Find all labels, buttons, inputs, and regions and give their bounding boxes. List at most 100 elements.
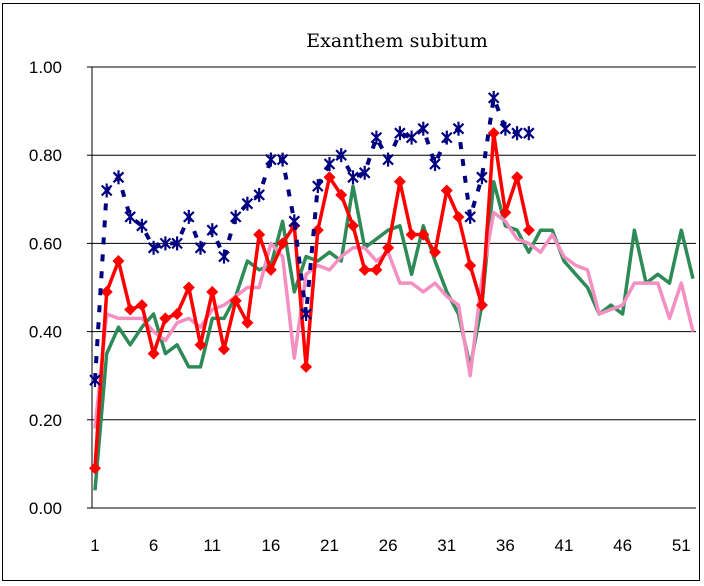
data-point	[335, 148, 347, 163]
data-point	[147, 240, 160, 255]
data-point	[499, 121, 512, 136]
data-point	[347, 170, 359, 185]
grid-lines	[92, 66, 696, 421]
x-tick-labels: 1 6 11 16 21 26 31 36 41 46 51	[90, 536, 690, 555]
data-point	[300, 360, 313, 373]
data-point	[229, 294, 242, 307]
y-tick-label: 0.80	[29, 146, 62, 165]
data-point	[147, 347, 160, 360]
data-point	[229, 209, 242, 224]
data-point	[429, 157, 441, 171]
data-point	[206, 223, 219, 238]
x-tick-label: 36	[496, 536, 515, 555]
data-point	[323, 157, 336, 171]
series-1	[89, 127, 535, 475]
x-tick-label: 11	[203, 536, 221, 555]
data-point	[475, 299, 488, 312]
data-point	[264, 263, 277, 276]
x-tick-label: 51	[672, 536, 691, 555]
data-point	[452, 121, 465, 136]
data-point	[523, 126, 535, 141]
data-point	[370, 130, 383, 145]
data-point	[440, 184, 453, 197]
data-point	[405, 130, 418, 145]
data-point	[417, 228, 430, 241]
data-point	[159, 236, 172, 251]
data-point	[112, 255, 125, 268]
data-point	[124, 209, 136, 224]
chart-title: Exanthem subitum	[306, 30, 487, 52]
data-point	[394, 126, 406, 141]
series-0	[89, 90, 535, 388]
data-point	[288, 214, 301, 229]
data-point	[323, 171, 336, 184]
data-point	[100, 285, 113, 298]
data-point	[487, 127, 500, 140]
data-point	[182, 281, 195, 294]
data-point	[370, 263, 383, 276]
data-point	[171, 307, 184, 320]
data-point	[522, 224, 535, 237]
data-point	[241, 196, 254, 211]
series-2	[93, 179, 695, 491]
x-tick-label: 46	[613, 536, 632, 555]
data-point	[405, 228, 418, 241]
y-tick-labels: 0.00 0.20 0.40 0.60 0.80 1.00	[29, 58, 62, 518]
data-point	[417, 121, 430, 136]
data-point	[194, 240, 207, 255]
data-point	[464, 259, 477, 272]
x-tick-label: 21	[320, 536, 339, 555]
data-point	[358, 263, 371, 276]
series-3	[93, 210, 695, 429]
data-point	[100, 183, 113, 198]
x-tick-label: 6	[149, 536, 158, 555]
data-point	[89, 373, 101, 388]
x-tick-label: 1	[90, 536, 99, 555]
data-point	[217, 343, 230, 356]
data-point	[112, 170, 125, 185]
x-tick-label: 41	[555, 536, 574, 555]
data-point	[476, 170, 488, 185]
data-point	[382, 152, 394, 167]
data-point	[135, 299, 148, 312]
data-point	[393, 175, 406, 188]
x-tick-label: 16	[261, 536, 280, 555]
data-point	[89, 462, 101, 475]
series-line	[93, 179, 695, 491]
series-line	[93, 210, 695, 429]
data-point	[511, 126, 523, 141]
data-point	[487, 90, 500, 105]
data-point	[183, 209, 195, 224]
x-tick-label: 31	[437, 536, 456, 555]
series-group	[89, 90, 695, 491]
data-point	[276, 152, 289, 167]
y-tick-label: 1.00	[29, 58, 62, 77]
data-point	[441, 130, 453, 145]
data-point	[276, 237, 289, 250]
data-point	[265, 152, 277, 167]
data-point	[300, 307, 312, 321]
data-point	[382, 241, 395, 254]
axes	[87, 66, 696, 509]
data-point	[464, 209, 476, 224]
x-tick-label: 26	[379, 536, 398, 555]
data-point	[159, 312, 172, 325]
data-point	[253, 228, 266, 241]
y-tick-label: 0.60	[29, 234, 62, 253]
data-point	[429, 246, 442, 259]
data-point	[346, 219, 359, 232]
y-tick-label: 0.20	[29, 411, 62, 430]
data-point	[171, 236, 183, 251]
data-point	[358, 165, 371, 180]
data-point	[218, 249, 230, 264]
data-point	[136, 218, 148, 233]
chart-frame	[2, 3, 700, 581]
data-point	[194, 338, 207, 351]
series-line	[93, 131, 531, 469]
data-point	[241, 316, 254, 329]
data-point	[499, 206, 512, 219]
data-point	[124, 303, 137, 316]
y-tick-label: 0.40	[29, 323, 62, 342]
data-point	[452, 210, 465, 223]
